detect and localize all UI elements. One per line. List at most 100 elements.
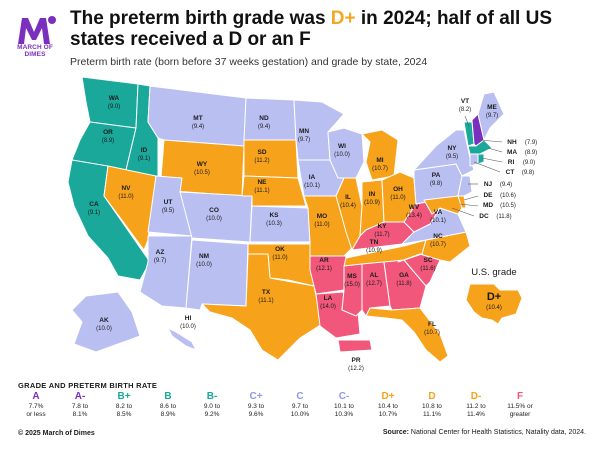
state-wa[interactable] bbox=[81, 76, 139, 129]
label-sc: SC bbox=[423, 257, 432, 264]
copyright: © 2025 March of Dimes bbox=[18, 430, 95, 437]
value-al: (12.7) bbox=[366, 281, 382, 287]
state-wi[interactable] bbox=[327, 127, 365, 179]
legend-item-a: A 7.7% or less bbox=[14, 391, 58, 419]
legend-range-d-1: 10.8 to bbox=[422, 403, 442, 410]
legend-range-b-2: 8.9% bbox=[160, 411, 176, 418]
leader-vt bbox=[464, 115, 470, 127]
state-mi[interactable] bbox=[361, 129, 399, 181]
leader-de bbox=[463, 195, 479, 201]
label-nm: NM bbox=[199, 253, 209, 260]
value-ks: (10.3) bbox=[266, 221, 282, 227]
value-me: (9.7) bbox=[486, 113, 498, 119]
label-il: IL bbox=[345, 194, 351, 201]
label-ok: OK bbox=[275, 246, 285, 253]
label-ny: NY bbox=[447, 145, 457, 152]
state-nv[interactable] bbox=[103, 165, 157, 251]
state-fl[interactable] bbox=[365, 307, 449, 363]
value-la: (14.0) bbox=[320, 304, 336, 310]
title-grade: D+ bbox=[330, 8, 356, 29]
leader-dc bbox=[451, 207, 475, 217]
label-nh: NH bbox=[507, 139, 517, 146]
label-wv: WV bbox=[409, 204, 420, 211]
page-title: The preterm birth grade was D+ in 2024; … bbox=[70, 8, 590, 50]
state-ak[interactable] bbox=[71, 291, 141, 353]
label-va: VA bbox=[434, 209, 443, 216]
legend-range-b-minus-1: 9.0 to bbox=[203, 403, 221, 410]
value-ia: (10.1) bbox=[304, 183, 320, 189]
value-mn: (9.7) bbox=[298, 137, 310, 143]
value-va: (10.1) bbox=[430, 218, 446, 224]
value-pr: (12.2) bbox=[348, 366, 364, 372]
label-ga: GA bbox=[399, 272, 409, 279]
state-ne[interactable] bbox=[241, 175, 307, 207]
us-inset-map bbox=[465, 283, 523, 325]
state-nc[interactable] bbox=[397, 231, 471, 263]
state-pr[interactable] bbox=[337, 339, 373, 353]
legend-range-d-plus-1: 10.4 to bbox=[378, 403, 398, 410]
value-hi: (10.0) bbox=[180, 324, 196, 330]
label-wa: WA bbox=[109, 95, 120, 102]
state-ms[interactable] bbox=[341, 263, 363, 317]
label-ar: AR bbox=[319, 257, 329, 264]
legend-range-c-minus-1: 10.1 to bbox=[334, 403, 354, 410]
legend-grade-a: A bbox=[32, 391, 40, 402]
state-nj[interactable] bbox=[457, 175, 473, 197]
label-co: CO bbox=[209, 207, 219, 214]
value-pa: (9.8) bbox=[430, 181, 442, 187]
logo-text: MARCH OF DIMES bbox=[17, 44, 53, 58]
label-az: AZ bbox=[156, 249, 165, 256]
legend-range-b-plus-1: 8.2 to bbox=[115, 403, 133, 410]
legend-grade-d-plus: D+ bbox=[381, 391, 395, 402]
value-ri: (9.0) bbox=[523, 160, 535, 166]
state-ri[interactable] bbox=[477, 153, 485, 165]
legend-grade-f: F bbox=[516, 391, 524, 402]
label-ma: MA bbox=[507, 149, 517, 156]
value-ga: (11.8) bbox=[396, 281, 411, 287]
label-ct: CT bbox=[506, 169, 515, 176]
state-tx[interactable] bbox=[201, 253, 323, 361]
us-grade-label: U.S. grade bbox=[471, 267, 516, 278]
state-hi[interactable] bbox=[167, 327, 197, 351]
label-sd: SD bbox=[257, 149, 266, 156]
value-wi: (10.0) bbox=[334, 152, 350, 158]
legend-range-b-plus-2: 8.5% bbox=[116, 411, 132, 418]
label-nd: ND bbox=[259, 115, 269, 122]
state-sd[interactable] bbox=[243, 139, 299, 179]
legend-range-a-minus-2: 8.1% bbox=[72, 411, 88, 418]
value-or: (8.9) bbox=[102, 138, 114, 144]
label-ca: CA bbox=[89, 201, 99, 208]
label-mn: MN bbox=[299, 128, 309, 135]
state-nm[interactable] bbox=[185, 239, 249, 311]
value-id: (9.1) bbox=[138, 156, 150, 162]
value-ak: (10.0) bbox=[96, 326, 112, 332]
state-az[interactable] bbox=[139, 235, 193, 309]
value-md: (10.5) bbox=[500, 203, 516, 209]
legend-grade-a-minus: A- bbox=[74, 391, 86, 402]
label-pr: PR bbox=[351, 357, 360, 364]
label-or: OR bbox=[103, 129, 113, 136]
title-part1: The preterm birth grade was bbox=[70, 8, 331, 29]
page-subtitle: Preterm birth rate (born before 37 weeks… bbox=[70, 56, 428, 68]
state-il[interactable] bbox=[335, 177, 363, 251]
value-mi: (10.7) bbox=[372, 166, 388, 172]
source-text: National Center for Health Statistics, N… bbox=[408, 429, 586, 436]
label-tn: TN bbox=[370, 239, 379, 246]
value-fl: (10.7) bbox=[424, 330, 440, 336]
value-wv: (13.4) bbox=[406, 213, 422, 219]
legend-item-d-minus: D- 11.2 to 11.4% bbox=[454, 391, 498, 419]
value-nh: (7.9) bbox=[525, 140, 537, 146]
state-ct[interactable] bbox=[469, 153, 479, 167]
label-md: MD bbox=[483, 202, 493, 209]
source-note: Source: National Center for Health Stati… bbox=[383, 429, 586, 436]
legend-item-f: F 11.5% or greater bbox=[498, 391, 542, 419]
label-ne: NE bbox=[257, 179, 267, 186]
value-co: (10.0) bbox=[206, 216, 222, 222]
state-nd[interactable] bbox=[243, 97, 297, 141]
value-nd: (9.4) bbox=[258, 124, 270, 130]
legend-range-a-2: or less bbox=[26, 411, 46, 418]
legend-range-b-minus-2: 9.2% bbox=[204, 411, 220, 418]
label-vt: VT bbox=[461, 98, 469, 105]
us-grade-value: D+ bbox=[487, 291, 501, 303]
value-il: (10.4) bbox=[340, 203, 356, 209]
